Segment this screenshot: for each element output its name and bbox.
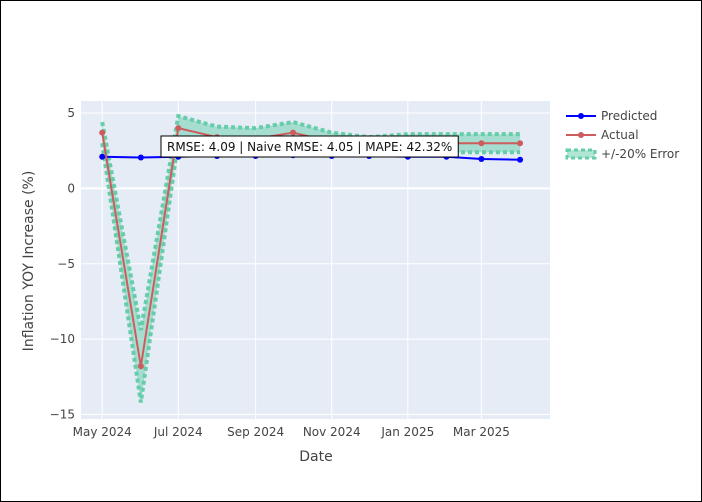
point-actual (137, 363, 144, 370)
legend-label: +/-20% Error (601, 147, 679, 161)
y-axis-ticks: 5 0 −5 −10 −15 (50, 106, 75, 421)
legend-label: Actual (601, 128, 639, 142)
legend-swatch-marker (578, 113, 584, 119)
point-actual (517, 140, 524, 147)
x-tick-label: Jan 2025 (380, 425, 434, 439)
legend-swatch-band (565, 148, 597, 160)
point-predicted (517, 156, 524, 163)
annotation-text: RMSE: 4.09 | Naive RMSE: 4.05 | MAPE: 42… (167, 140, 452, 154)
legend[interactable]: Predicted Actual +/-20% Error (565, 109, 679, 161)
x-tick-label: Jul 2024 (153, 425, 203, 439)
point-predicted (99, 153, 106, 160)
y-tick-label: 0 (67, 181, 75, 195)
point-predicted (478, 156, 485, 163)
x-axis-title: Date (299, 449, 332, 465)
point-actual (99, 129, 106, 136)
annotation-box (160, 135, 459, 158)
y-axis-title: Inflation YOY Increase (%) (21, 171, 37, 352)
legend-label: Predicted (601, 109, 657, 123)
y-tick-label: −5 (57, 257, 75, 271)
point-actual (478, 140, 485, 147)
point-actual (175, 125, 182, 132)
x-tick-label: May 2024 (73, 425, 132, 439)
metrics-annotation: RMSE: 4.09 | Naive RMSE: 4.05 | MAPE: 42… (160, 135, 459, 158)
legend-item-actual[interactable]: Actual (566, 128, 639, 142)
legend-item-predicted[interactable]: Predicted (566, 109, 657, 123)
y-tick-label: −10 (50, 332, 75, 346)
point-actual (290, 129, 297, 136)
x-axis-ticks: May 2024 Jul 2024 Sep 2024 Nov 2024 Jan 2025… (73, 425, 510, 439)
legend-item-20-error[interactable]: +/-20% Error (565, 147, 679, 161)
x-tick-label: Nov 2024 (303, 425, 361, 439)
legend-swatch-marker (578, 132, 584, 138)
y-tick-label: 5 (67, 106, 75, 120)
x-tick-label: Mar 2025 (453, 425, 510, 439)
y-tick-label: −15 (50, 407, 75, 421)
point-predicted (137, 154, 144, 161)
x-tick-label: Sep 2024 (227, 425, 284, 439)
